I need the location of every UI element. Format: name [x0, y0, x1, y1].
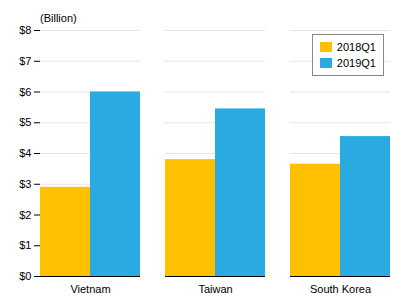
svg-text:$7: $7 [19, 55, 31, 67]
html-text:2018Q1: 2018Q1 [336, 41, 376, 53]
svg-text:$1: $1 [19, 239, 31, 251]
svg-text:$6: $6 [19, 86, 31, 98]
svg-text:$2: $2 [19, 209, 31, 221]
svg-text:$5: $5 [19, 116, 31, 128]
svg-text:$8: $8 [19, 24, 31, 36]
svg-text:$3: $3 [19, 178, 31, 190]
svg-text:$4: $4 [19, 147, 31, 159]
svg-text:South Korea: South Korea [310, 283, 372, 295]
svg-text:Taiwan: Taiwan [198, 283, 232, 295]
svg-text:$0: $0 [19, 270, 31, 282]
html-text:(Billion): (Billion) [40, 12, 77, 24]
html-text:2019Q1: 2019Q1 [336, 57, 376, 69]
svg-text:Vietnam: Vietnam [70, 283, 110, 295]
